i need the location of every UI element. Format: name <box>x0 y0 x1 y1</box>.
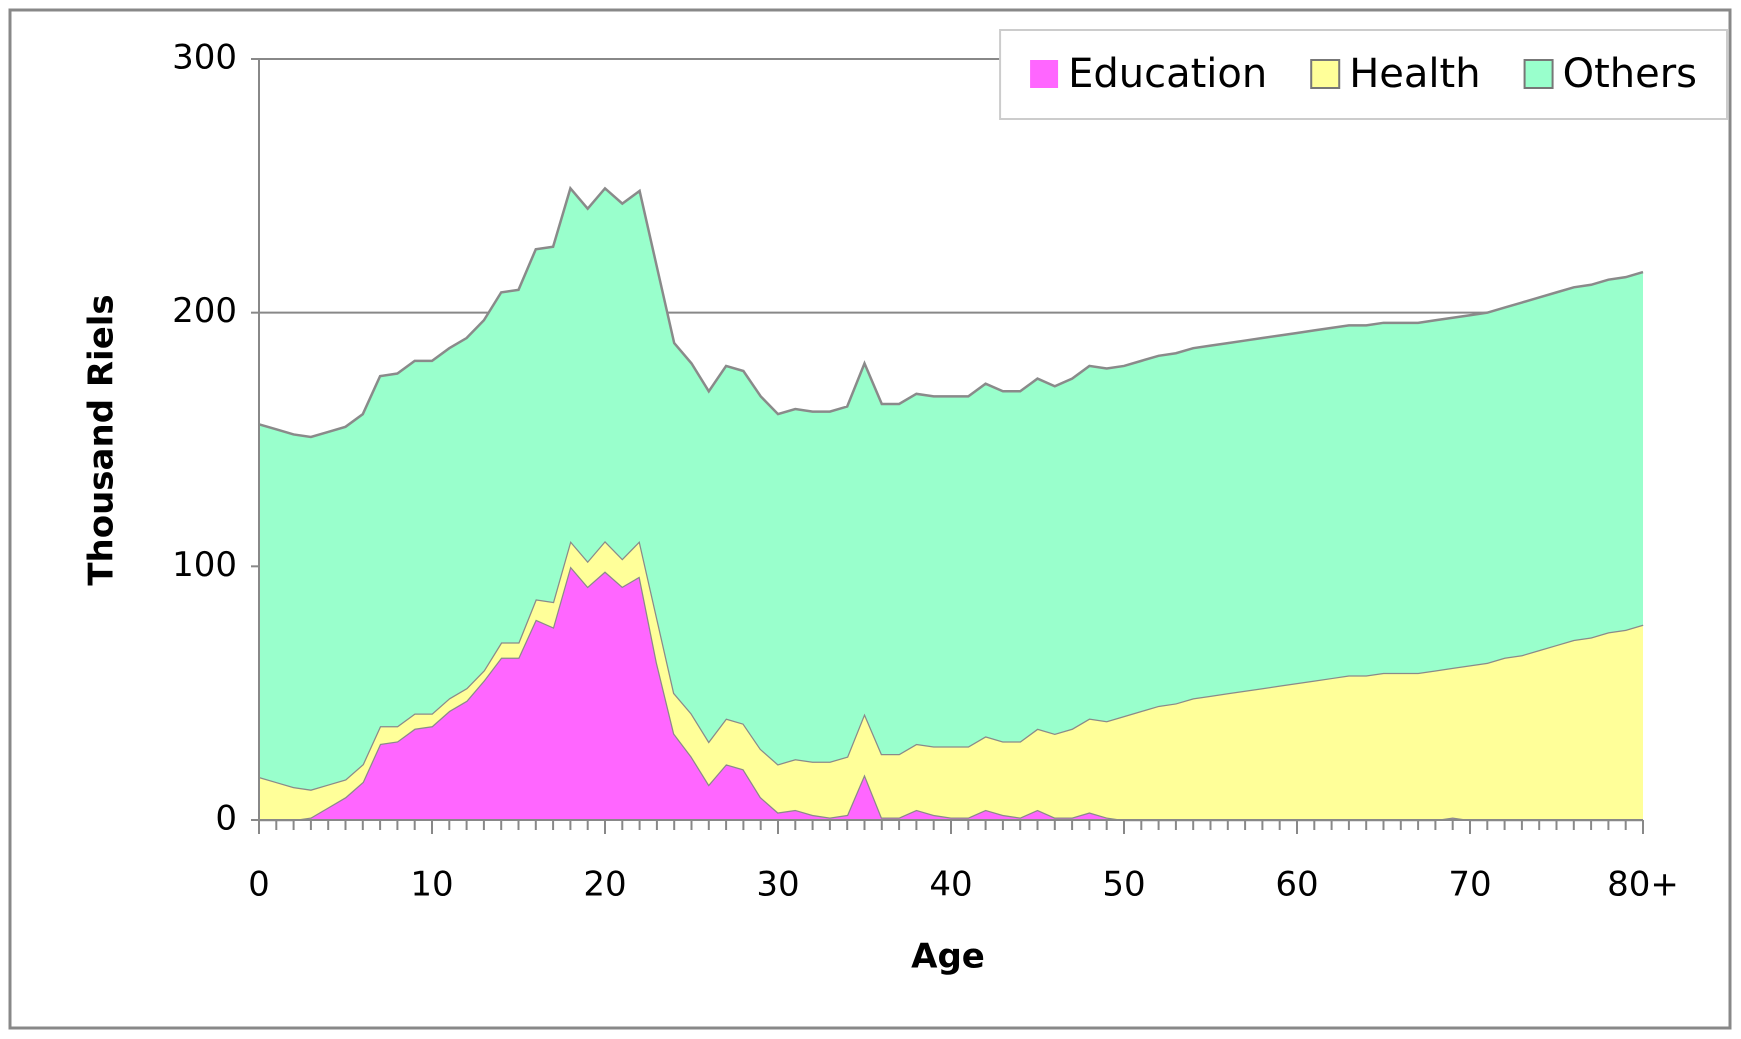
x-axis-label: Age <box>911 937 985 977</box>
legend-label: Others <box>1563 51 1697 97</box>
x-tick-label: 0 <box>248 865 270 905</box>
x-tick-label: 70 <box>1448 865 1491 905</box>
legend-box <box>999 29 1728 120</box>
area <box>259 188 1643 790</box>
y-tick-label: 300 <box>172 38 237 78</box>
y-tick-label: 100 <box>172 545 237 585</box>
legend-label: Health <box>1349 51 1480 97</box>
x-tick-label: 60 <box>1275 865 1318 905</box>
area <box>259 540 1643 820</box>
x-tick-label: 10 <box>410 865 453 905</box>
area-edge <box>258 185 1644 439</box>
x-tick-label: 30 <box>756 865 799 905</box>
legend-swatch <box>1310 59 1341 89</box>
x-tick-label: 50 <box>1102 865 1145 905</box>
legend-swatch <box>1523 59 1554 89</box>
y-tick-label: 0 <box>215 799 237 839</box>
legend-swatch <box>1030 60 1059 88</box>
x-tick-label: 80+ <box>1607 865 1679 905</box>
y-tick-label: 200 <box>172 291 237 331</box>
legend-label: Education <box>1068 51 1267 97</box>
area <box>259 566 1643 820</box>
x-tick-label: 40 <box>929 865 972 905</box>
y-axis-label: Thousand Riels <box>82 294 122 585</box>
x-tick-label: 20 <box>583 865 626 905</box>
legend: Education Health Others <box>999 29 1728 120</box>
